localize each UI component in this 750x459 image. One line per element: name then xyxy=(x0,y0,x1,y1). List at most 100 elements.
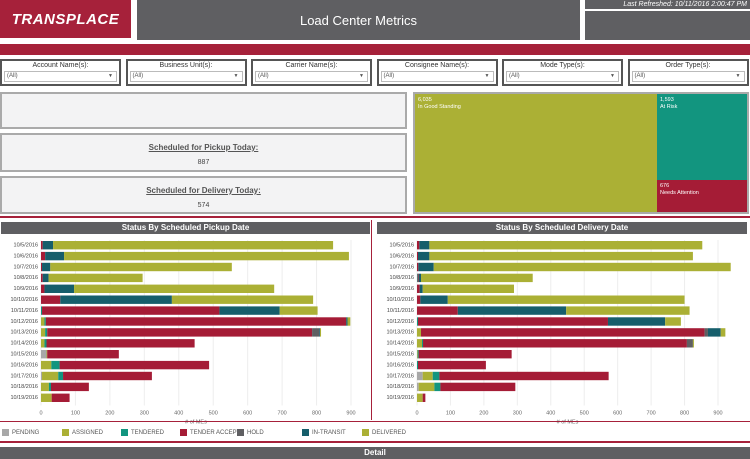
bar-segment-delivered[interactable] xyxy=(320,328,322,337)
bar-segment-delivered[interactable] xyxy=(447,295,685,304)
bar-segment-tender-accept[interactable] xyxy=(47,350,119,359)
bar-segment-tendered[interactable] xyxy=(434,382,441,392)
bar-segment-delivered[interactable] xyxy=(422,284,514,293)
filter-dropdown[interactable]: (All) ▼ xyxy=(631,71,745,82)
bar-segment-delivered[interactable] xyxy=(720,328,726,337)
bar-segment-tender-accept[interactable] xyxy=(423,339,687,348)
bar-segment-pending[interactable] xyxy=(417,382,419,392)
filter-dropdown[interactable]: (All) ▼ xyxy=(129,71,243,82)
bar-segment-delivered[interactable] xyxy=(665,317,681,326)
bar-segment-in-transit[interactable] xyxy=(607,317,666,326)
bar-segment-hold[interactable] xyxy=(686,339,693,348)
bar-segment-in-transit[interactable] xyxy=(707,328,721,337)
bar-segment-tendered[interactable] xyxy=(58,371,64,381)
bar-segment-in-transit[interactable] xyxy=(44,284,75,293)
bar-segment-delivered[interactable] xyxy=(74,284,275,293)
bar-segment-tender-accept[interactable] xyxy=(418,360,486,370)
bar-segment-in-transit[interactable] xyxy=(219,306,280,315)
bar-segment-tender-accept[interactable] xyxy=(417,241,420,250)
bar-segment-delivered[interactable] xyxy=(566,306,690,315)
bar-segment-tendered[interactable] xyxy=(417,273,418,283)
bar-segment-tender-accept[interactable] xyxy=(421,328,705,337)
bar-segment-tender-accept[interactable] xyxy=(51,393,70,402)
bar-segment-assigned[interactable] xyxy=(418,382,435,392)
bar-segment-tender-accept[interactable] xyxy=(41,273,43,283)
bar-segment-pending[interactable] xyxy=(41,350,47,359)
bar-segment-tender-accept[interactable] xyxy=(42,306,220,315)
bar-segment-assigned[interactable] xyxy=(41,393,52,402)
bar-segment-assigned[interactable] xyxy=(417,328,422,337)
bar-segment-delivered[interactable] xyxy=(433,262,731,272)
bar-segment-delivered[interactable] xyxy=(64,251,349,261)
bar-segment-tender-accept[interactable] xyxy=(59,360,210,370)
bar-segment-tender-accept[interactable] xyxy=(439,371,609,381)
bar-segment-in-transit[interactable] xyxy=(457,306,567,315)
bar-segment-tendered[interactable] xyxy=(422,339,424,348)
bar-segment-delivered[interactable] xyxy=(48,273,143,283)
bar-segment-tender-accept[interactable] xyxy=(46,339,195,348)
bar-segment-tendered[interactable] xyxy=(51,360,60,370)
bar-segment-assigned[interactable] xyxy=(46,350,48,359)
bar-segment-tender-accept[interactable] xyxy=(417,273,419,283)
treemap-needs-attention[interactable]: 676 Needs Attention xyxy=(657,180,747,212)
bar-segment-tender-accept[interactable] xyxy=(417,262,419,272)
bar-segment-assigned[interactable] xyxy=(422,371,433,381)
bar-segment-tender-accept[interactable] xyxy=(418,317,608,326)
bar-segment-assigned[interactable] xyxy=(417,339,423,348)
bar-segment-tendered[interactable] xyxy=(417,317,419,326)
bar-segment-tendered[interactable] xyxy=(432,371,440,381)
bar-segment-delivered[interactable] xyxy=(53,241,334,250)
bar-segment-delivered[interactable] xyxy=(50,262,232,272)
bar-segment-delivered[interactable] xyxy=(692,339,694,348)
bar-segment-in-transit[interactable] xyxy=(419,241,430,250)
bar-segment-in-transit[interactable] xyxy=(346,317,348,326)
bar-segment-in-transit[interactable] xyxy=(319,328,320,337)
bar-segment-assigned[interactable] xyxy=(41,339,45,348)
filter-dropdown[interactable]: (All) ▼ xyxy=(506,71,619,82)
bar-segment-tender-accept[interactable] xyxy=(417,284,420,293)
bar-segment-in-transit[interactable] xyxy=(418,251,430,261)
bar-segment-assigned[interactable] xyxy=(417,393,423,402)
bar-segment-tender-accept[interactable] xyxy=(63,371,152,381)
bar-segment-delivered[interactable] xyxy=(429,251,693,261)
bar-segment-pending[interactable] xyxy=(41,371,43,381)
bar-segment-delivered[interactable] xyxy=(347,317,351,326)
bar-segment-tender-accept[interactable] xyxy=(41,251,46,261)
bar-segment-tender-accept[interactable] xyxy=(417,251,419,261)
bar-segment-delivered[interactable] xyxy=(429,241,703,250)
bar-segment-tender-accept[interactable] xyxy=(418,350,512,359)
bar-segment-assigned[interactable] xyxy=(41,328,46,337)
bar-segment-tendered[interactable] xyxy=(48,382,51,392)
bar-segment-in-transit[interactable] xyxy=(42,262,51,272)
treemap-at-risk[interactable]: 1,593 At Risk xyxy=(657,94,747,180)
bar-segment-in-transit[interactable] xyxy=(42,241,54,250)
bar-segment-tender-accept[interactable] xyxy=(41,284,45,293)
bar-segment-delivered[interactable] xyxy=(279,306,318,315)
bar-segment-tender-accept[interactable] xyxy=(440,382,516,392)
filter-dropdown[interactable]: (All) ▼ xyxy=(255,71,368,82)
bar-segment-delivered[interactable] xyxy=(421,273,533,283)
bar-segment-tendered[interactable] xyxy=(41,306,43,315)
bar-segment-assigned[interactable] xyxy=(417,350,418,359)
bar-segment-in-transit[interactable] xyxy=(418,273,422,283)
bar-segment-tender-accept[interactable] xyxy=(45,317,347,326)
bar-segment-assigned[interactable] xyxy=(41,317,45,326)
bar-segment-tender-accept[interactable] xyxy=(417,295,421,304)
bar-segment-tendered[interactable] xyxy=(44,339,47,348)
bar-segment-tender-accept[interactable] xyxy=(417,306,458,315)
bar-segment-in-transit[interactable] xyxy=(42,273,49,283)
treemap-good-standing[interactable]: 6,035 In Good Standing xyxy=(415,94,657,212)
bar-segment-tender-accept[interactable] xyxy=(50,382,89,392)
filter-dropdown[interactable]: (All) ▼ xyxy=(380,71,494,82)
bar-segment-tender-accept[interactable] xyxy=(422,393,426,402)
bar-segment-delivered[interactable] xyxy=(171,295,314,304)
bar-segment-hold[interactable] xyxy=(312,328,320,337)
bar-segment-in-transit[interactable] xyxy=(45,251,65,261)
bar-segment-tendered[interactable] xyxy=(45,328,48,337)
bar-segment-hold[interactable] xyxy=(704,328,708,337)
filter-dropdown[interactable]: (All) ▼ xyxy=(4,71,117,82)
bar-segment-assigned[interactable] xyxy=(42,371,59,381)
bar-segment-in-transit[interactable] xyxy=(60,295,172,304)
bar-segment-tender-accept[interactable] xyxy=(47,328,313,337)
bar-segment-tender-accept[interactable] xyxy=(41,262,43,272)
